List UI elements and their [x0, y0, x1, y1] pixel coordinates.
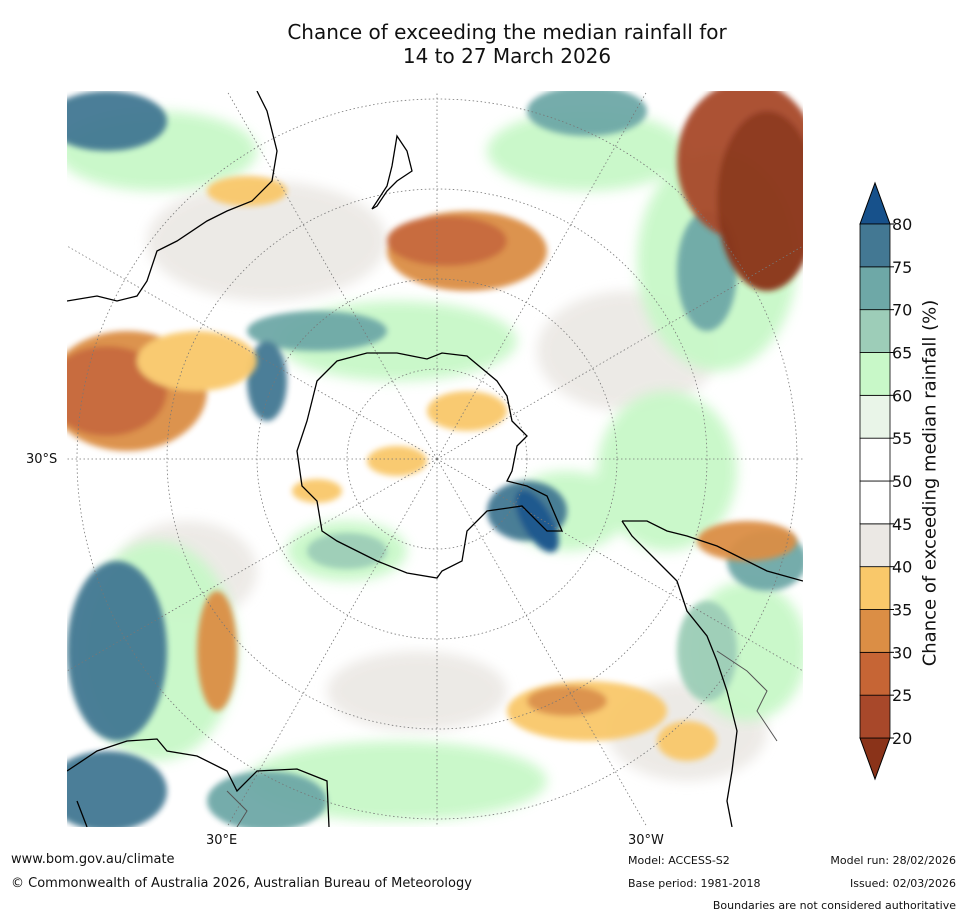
colorbar-band	[859, 694, 891, 739]
borders	[226, 650, 778, 827]
colorbar-band	[859, 480, 891, 525]
colorbar-tick-label: 80	[892, 215, 912, 234]
colorbar-svg: 20 25 30 35 40 45 50 55 60 65 70 75 80	[859, 181, 912, 781]
colorbar-band	[859, 566, 891, 610]
dry-patches	[67, 91, 803, 761]
colorbar-band	[859, 352, 891, 396]
model-name: Model: ACCESS-S2	[628, 854, 730, 867]
colorbar-arrow-high	[859, 181, 891, 225]
colorbar-band	[859, 609, 891, 653]
colorbar-arrow-low	[859, 737, 891, 781]
model-run: Model run: 28/02/2026	[830, 854, 956, 867]
title-line-1: Chance of exceeding the median rainfall …	[287, 20, 727, 44]
colorbar-band	[859, 309, 891, 353]
issued-date: Issued: 02/03/2026	[849, 877, 956, 890]
africa-coast	[67, 738, 330, 827]
colorbar-label: Chance of exceeding median rainfall (%)	[919, 299, 941, 667]
colorbar-band	[859, 523, 891, 568]
colorbar-tick-label: 25	[892, 686, 912, 705]
colorbar-tick-label: 40	[892, 558, 912, 577]
website-link[interactable]: www.bom.gov.au/climate	[11, 852, 175, 867]
madagascar-coast	[76, 800, 88, 827]
australia-coast	[67, 91, 278, 302]
rainfall-map	[67, 91, 803, 827]
lon-30w-label: 30°W	[628, 833, 664, 848]
map-title: Chance of exceeding the median rainfall …	[0, 20, 965, 68]
copyright-text: © Commonwealth of Australia 2026, Austra…	[11, 876, 472, 891]
antarctica-coast	[296, 352, 563, 579]
coastlines	[67, 91, 803, 827]
colorbar-tick-label: 50	[892, 472, 912, 491]
lon-30e-label: 30°E	[206, 833, 238, 848]
south-america-coast	[622, 520, 803, 582]
colorbar-band	[859, 223, 891, 268]
colorbar-band	[859, 437, 891, 482]
graticule	[67, 91, 803, 827]
colorbar-tick-label: 45	[892, 515, 912, 534]
colorbar-tick-label: 70	[892, 301, 912, 320]
colorbar: 20 25 30 35 40 45 50 55 60 65 70 75 80	[858, 181, 948, 781]
colorbar-tick-label: 55	[892, 429, 912, 448]
colorbar-band	[859, 394, 891, 439]
colorbar-tick-label: 35	[892, 601, 912, 620]
colorbar-band	[859, 266, 891, 311]
boundaries-disclaimer: Boundaries are not considered authoritat…	[712, 899, 956, 912]
new-zealand-coast	[371, 134, 413, 210]
colorbar-band	[859, 651, 891, 696]
colorbar-tick-label: 30	[892, 643, 912, 662]
colorbar-tick-label: 65	[892, 344, 912, 363]
base-period: Base period: 1981-2018	[628, 877, 761, 890]
colorbar-tick-label: 20	[892, 729, 912, 748]
map-svg	[67, 91, 803, 827]
lat-30s-label: 30°S	[26, 452, 58, 467]
colorbar-tick-label: 75	[892, 258, 912, 277]
title-line-2: 14 to 27 March 2026	[402, 44, 612, 68]
colorbar-tick-label: 60	[892, 386, 912, 405]
